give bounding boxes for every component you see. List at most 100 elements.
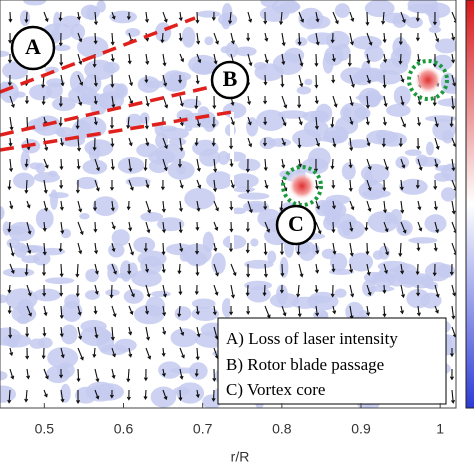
vector-arrow: [58, 242, 63, 253]
vector-arrow: [314, 53, 319, 67]
intensity-patch: [105, 289, 120, 296]
vector-arrow: [348, 158, 353, 169]
vector-arrow: [179, 53, 185, 63]
vector-arrow: [195, 347, 200, 361]
vector-arrow: [194, 137, 199, 147]
intensity-patch: [233, 186, 255, 193]
intensity-patch: [188, 54, 218, 74]
vector-arrow: [143, 389, 148, 401]
intensity-patch: [377, 132, 408, 147]
vector-arrow: [382, 179, 387, 192]
intensity-patch: [257, 208, 282, 229]
intensity-patch: [242, 200, 270, 213]
intensity-patch: [90, 100, 107, 116]
vector-arrow: [281, 53, 286, 66]
vector-arrow: [229, 200, 234, 211]
vector-arrow: [449, 368, 454, 381]
vector-arrow: [109, 389, 114, 399]
region-edge: [0, 84, 216, 137]
vector-arrow: [42, 326, 47, 337]
vector-arrow: [128, 179, 134, 191]
vortex-ring: [281, 165, 323, 207]
intensity-patch: [86, 381, 116, 402]
intensity-patch: [279, 256, 289, 278]
vector-arrow: [247, 95, 252, 106]
vector-arrow: [41, 95, 46, 106]
vector-arrow: [280, 74, 285, 88]
vector-arrow: [126, 116, 131, 130]
intensity-patch: [250, 238, 259, 247]
vector-arrow: [177, 305, 182, 318]
vector-arrow: [315, 263, 320, 274]
intensity-patch: [199, 117, 219, 129]
vector-arrow: [349, 284, 355, 298]
vector-arrow: [77, 95, 83, 107]
intensity-patch: [0, 370, 8, 381]
intensity-patch: [408, 237, 438, 244]
vector-arrow: [432, 263, 437, 277]
vector-arrow: [143, 368, 148, 382]
intensity-patch: [167, 160, 195, 180]
vector-arrow: [24, 389, 29, 403]
vector-arrow: [279, 11, 284, 26]
vector-arrow: [196, 179, 202, 189]
vector-arrow: [58, 11, 63, 22]
vector-arrow: [264, 53, 269, 64]
intensity-patch: [52, 44, 71, 52]
vector-arrow: [247, 200, 253, 214]
vector-arrow: [162, 137, 168, 150]
vector-arrow: [280, 263, 285, 277]
vector-arrow: [92, 347, 97, 358]
intensity-patch: [328, 268, 355, 275]
intensity-patch: [347, 139, 371, 149]
legend-entry: A) Loss of laser intensity: [226, 329, 398, 348]
intensity-patch: [125, 27, 141, 37]
vector-arrow: [93, 116, 98, 126]
intensity-patch: [192, 139, 219, 157]
intensity-patch: [364, 169, 373, 188]
vector-arrow: [162, 53, 167, 67]
vector-arrow: [314, 74, 319, 89]
vector-arrow: [315, 200, 320, 210]
vector-arrow: [381, 11, 386, 25]
vector-arrow: [143, 242, 148, 253]
intensity-patch: [260, 0, 278, 8]
vector-arrow: [43, 200, 48, 212]
intensity-patch: [158, 361, 182, 379]
vector-arrow: [144, 74, 149, 84]
vector-arrow: [9, 263, 15, 275]
vector-arrow: [59, 263, 64, 278]
intensity-patch: [315, 199, 331, 217]
vector-arrow: [211, 389, 216, 402]
x-tick-label: 1: [436, 421, 444, 437]
vector-arrow: [9, 347, 14, 357]
vector-arrow: [179, 242, 184, 253]
vector-arrow: [349, 95, 354, 107]
vector-arrow: [366, 74, 371, 84]
vector-arrow: [263, 95, 268, 105]
vector-arrow: [398, 32, 403, 46]
vector-arrow: [75, 179, 80, 194]
vector-arrow: [7, 389, 12, 404]
intensity-patch: [150, 386, 177, 408]
intensity-patch: [428, 26, 442, 33]
vector-arrow: [383, 242, 389, 256]
vector-arrow: [128, 284, 135, 298]
vector-arrow: [434, 284, 440, 298]
intensity-patch: [117, 156, 145, 174]
intensity-patch: [51, 97, 76, 111]
vector-arrow: [230, 263, 237, 277]
vector-arrow: [128, 242, 135, 256]
vector-arrow: [127, 53, 132, 65]
vector-arrow: [162, 158, 168, 172]
vector-arrow: [297, 95, 302, 109]
intensity-patch: [29, 84, 53, 101]
intensity-patch: [72, 119, 92, 140]
vector-arrow: [332, 137, 337, 148]
vector-arrow: [77, 53, 83, 65]
intensity-patch: [334, 288, 347, 298]
intensity-patch: [364, 45, 384, 62]
vector-arrow: [76, 158, 81, 170]
vector-arrow: [178, 389, 183, 402]
vector-arrow: [76, 137, 81, 152]
